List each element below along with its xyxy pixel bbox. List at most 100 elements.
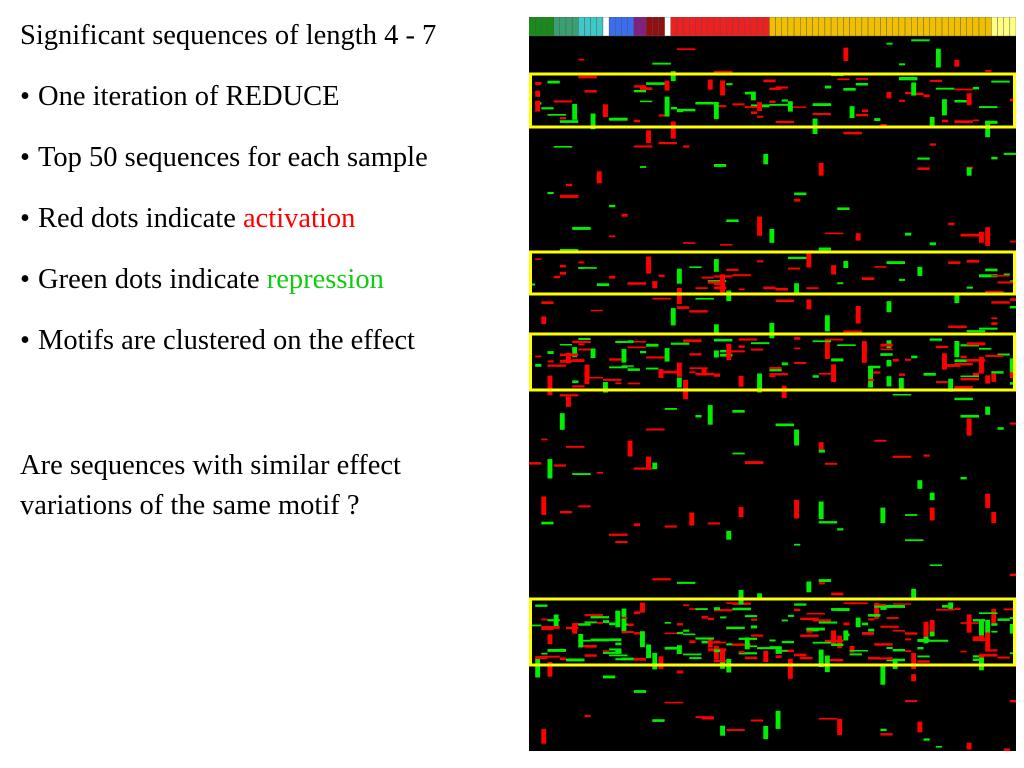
sample-header-cell (719, 17, 727, 37)
sample-header-cell (565, 17, 573, 37)
repression-dot (911, 39, 930, 42)
repression-dot (553, 614, 559, 628)
repression-dot (781, 362, 788, 366)
repression-dot (713, 164, 727, 167)
repression-dot (572, 347, 578, 358)
sample-header-cell (923, 17, 930, 37)
repression-dot (695, 414, 702, 418)
repression-dot (547, 351, 554, 354)
sample-header-cell (997, 17, 1004, 37)
activation-dot (855, 78, 868, 80)
activation-dot (905, 632, 918, 635)
repression-dot (917, 157, 930, 160)
activation-dot (775, 288, 788, 291)
activation-dot (824, 462, 838, 465)
repression-dot (929, 492, 935, 501)
activation-dot (707, 79, 713, 90)
bullet-text: One iteration of REDUCE (38, 81, 340, 112)
repression-dot (664, 622, 671, 624)
activation-dot (720, 244, 733, 246)
sample-header-cell (904, 17, 912, 37)
repression-dot (609, 648, 622, 651)
sample-header-cell (726, 17, 733, 37)
repression-dot (806, 581, 812, 593)
activation-dot (713, 282, 721, 286)
activation-dot (991, 317, 998, 320)
repression-dot (1009, 305, 1016, 309)
repression-dot (942, 99, 947, 116)
activation-dot (954, 607, 961, 610)
repression-dot (670, 342, 690, 345)
activation-dot (868, 371, 881, 374)
activation-dot (707, 522, 721, 525)
activation-dot (892, 455, 912, 458)
sample-header-cell (781, 17, 789, 37)
activation-dot (800, 634, 819, 637)
bullet-text: Red dots indicate (38, 203, 243, 234)
heatmap-figure (529, 17, 1016, 751)
activation-dot (707, 617, 714, 621)
activation-dot (541, 496, 547, 515)
sample-header-cell (1009, 17, 1016, 37)
repression-dot (855, 617, 861, 628)
activation-dot (633, 632, 640, 635)
repression-dot (615, 340, 628, 343)
repression-dot (794, 603, 807, 606)
activation-dot (794, 362, 807, 364)
sample-header-cell (861, 17, 869, 37)
repression-dot (979, 612, 998, 614)
repression-dot (898, 77, 912, 81)
activation-dot (720, 274, 725, 294)
repression-dot (979, 327, 998, 330)
activation-dot (658, 370, 677, 374)
repression-dot (880, 607, 887, 610)
repression-dot (695, 608, 708, 611)
bullet-marker: • (20, 325, 30, 356)
activation-dot (726, 268, 739, 271)
sample-header-cell (732, 17, 739, 37)
repression-dot (757, 373, 762, 393)
repression-dot (929, 117, 935, 127)
activation-dot (861, 277, 875, 280)
activation-dot (578, 75, 597, 79)
repression-dot (824, 339, 832, 343)
repression-dot (726, 643, 733, 646)
activation-dot (658, 656, 664, 669)
activation-dot (559, 394, 579, 397)
activation-dot (769, 367, 782, 370)
repression-dot (707, 405, 713, 425)
activation-dot (898, 99, 906, 102)
repression-dot (794, 283, 799, 294)
repression-dot (929, 338, 942, 341)
activation-dot (948, 222, 955, 226)
activation-dot (911, 653, 917, 669)
activation-dot (701, 615, 708, 619)
repression-dot (720, 349, 727, 353)
repression-dot (547, 80, 560, 84)
activation-dot (757, 115, 764, 118)
activation-dot (806, 287, 819, 290)
repression-dot (535, 658, 541, 678)
activation-dot (935, 608, 955, 611)
activation-dot (541, 627, 554, 631)
activation-dot (911, 674, 917, 682)
repression-dot (590, 616, 610, 619)
activation-dot (954, 120, 973, 123)
activation-dot (541, 729, 547, 744)
activation-dot (960, 377, 979, 381)
repression-dot (929, 564, 942, 566)
activation-dot (769, 375, 776, 378)
activation-dot (590, 309, 603, 312)
activation-dot (584, 645, 597, 648)
activation-dot (627, 346, 647, 349)
repression-dot (972, 655, 979, 658)
activation-dot (769, 87, 782, 90)
bullet-green-dots: • Green dots indicate repression (20, 263, 384, 297)
activation-dot (750, 111, 758, 114)
activation-dot (966, 93, 972, 106)
activation-dot (1009, 298, 1016, 301)
repression-dot (781, 619, 788, 622)
sample-header-cell (750, 17, 758, 37)
repression-dot (868, 614, 881, 617)
activation-dot (948, 325, 967, 328)
